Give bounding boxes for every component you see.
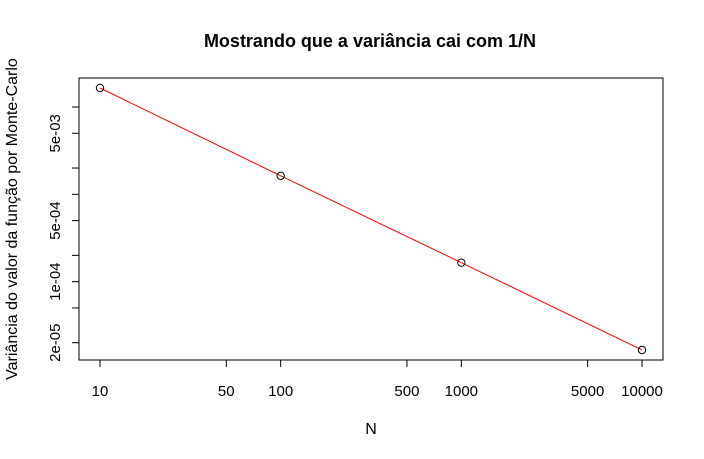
- y-tick-label: 5e-03: [47, 114, 64, 152]
- data-point: [457, 258, 466, 267]
- data-point: [637, 345, 647, 355]
- chart-title: Mostrando que a variância cai com 1/N: [204, 31, 536, 51]
- series-line-group: [99, 87, 643, 351]
- x-tick-label: 100: [268, 383, 293, 400]
- y-tick-label: 5e-04: [47, 201, 64, 239]
- x-tick-label: 500: [394, 383, 419, 400]
- x-tick-label: 1000: [445, 383, 478, 400]
- y-axis-title: Variância do valor da função por Monte-C…: [4, 58, 21, 380]
- x-tick-label: 10: [92, 383, 109, 400]
- y-axis: 2e-05 1e-04 5e-04 5e-03: [47, 106, 80, 362]
- series-line-segment: [461, 262, 643, 351]
- x-axis: 10 50 100 500 1000 5000 10000: [92, 359, 663, 400]
- series-line-segment: [280, 175, 462, 264]
- series-line-segment: [99, 87, 281, 177]
- x-tick-label: 5000: [571, 383, 604, 400]
- y-tick-label: 1e-04: [47, 262, 64, 300]
- x-tick-label: 50: [218, 383, 235, 400]
- x-axis-title: N: [365, 421, 377, 438]
- y-tick-label: 2e-05: [47, 324, 64, 362]
- data-point: [95, 83, 105, 93]
- series-points-group: [95, 83, 647, 355]
- data-point: [276, 171, 285, 180]
- x-tick-label: 10000: [621, 383, 663, 400]
